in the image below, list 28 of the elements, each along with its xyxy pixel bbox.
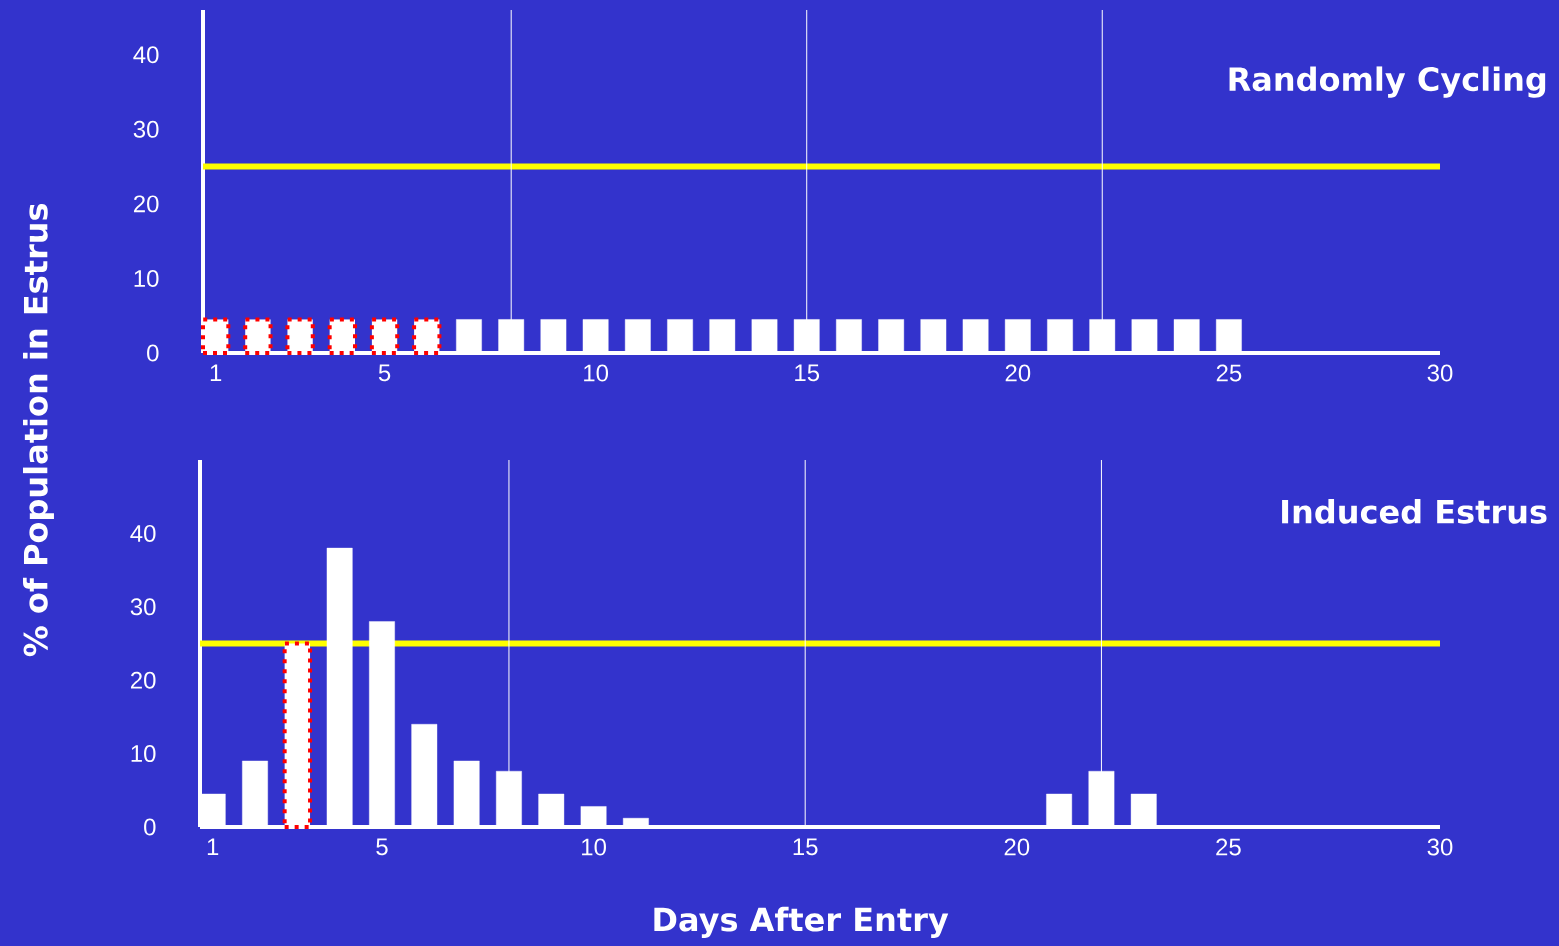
y-axis-title: % of Population in Estrus xyxy=(23,203,54,657)
text: Randomly Cycling xyxy=(1229,66,1546,98)
y-tick-label: 30 xyxy=(133,120,159,138)
x-tick-label: 1 xyxy=(207,838,219,856)
y-tick-label: 30 xyxy=(130,598,156,616)
x-tick-label: 25 xyxy=(1216,364,1242,382)
y-tick-label: 20 xyxy=(133,195,159,213)
x-tick-label: 15 xyxy=(795,364,820,382)
x-tick-label: 5 xyxy=(376,838,388,856)
x-axis-title: Days After Entry xyxy=(654,906,949,939)
x-tick-label: 1 xyxy=(210,364,222,382)
y-tick-label: 40 xyxy=(133,46,159,64)
y-tick-label: 20 xyxy=(130,671,156,689)
text: Induced Estrus xyxy=(1282,499,1547,524)
y-tick-label: 10 xyxy=(134,269,159,287)
x-tick-label: 25 xyxy=(1216,838,1241,856)
y-tick-label: 0 xyxy=(147,344,159,362)
x-tick-label: 30 xyxy=(1427,838,1453,856)
x-tick-label: 10 xyxy=(582,838,606,856)
x-tick-label: 10 xyxy=(584,364,609,382)
y-tick-label: 10 xyxy=(131,745,156,763)
x-tick-label: 20 xyxy=(1005,364,1031,382)
x-tick-label: 20 xyxy=(1004,838,1030,856)
x-tick-label: 5 xyxy=(378,364,391,382)
x-tick-label: 15 xyxy=(793,838,818,856)
x-tick-label: 30 xyxy=(1427,364,1453,382)
y-tick-label: 40 xyxy=(130,524,156,542)
y-tick-label: 0 xyxy=(144,818,156,836)
